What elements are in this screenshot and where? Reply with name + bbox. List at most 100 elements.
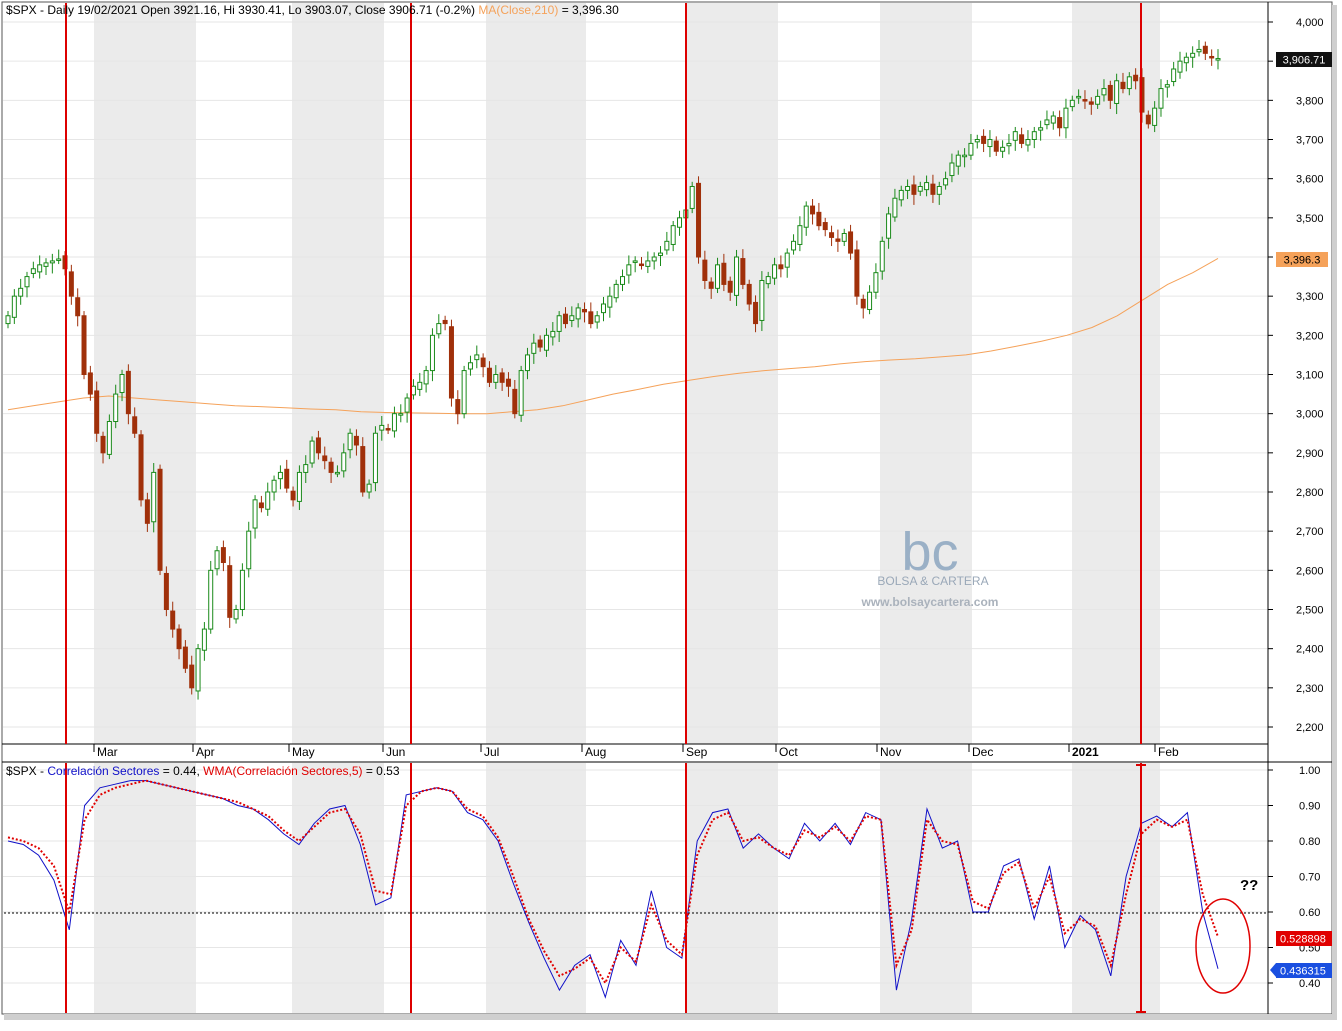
candle [892, 188, 898, 222]
candle [1164, 79, 1170, 98]
candle [455, 390, 461, 425]
candle [170, 601, 176, 638]
candle [423, 365, 429, 393]
candle [499, 368, 505, 391]
y-tick-label: 3,700 [1296, 135, 1324, 147]
candle [651, 252, 657, 270]
y-tick-label: 2,600 [1296, 565, 1324, 577]
svg-text:0.528898: 0.528898 [1280, 934, 1326, 946]
candle [1057, 110, 1063, 137]
candle [607, 286, 613, 318]
y-tick-label: 3,600 [1296, 174, 1324, 186]
candle [721, 253, 727, 292]
top-header: $SPX - Daily 19/02/2021 Open 3921.16, Hi… [6, 3, 619, 17]
candle [442, 315, 448, 331]
month-band-bottom [880, 763, 972, 1013]
candle [1209, 49, 1215, 66]
candle [962, 148, 968, 168]
candle [620, 269, 626, 292]
candle [911, 175, 917, 205]
candle [239, 563, 245, 617]
candle [930, 174, 936, 203]
candle [658, 246, 664, 267]
y-tick-label: 2,300 [1296, 683, 1324, 695]
candle [1069, 95, 1075, 112]
grid-top [3, 21, 1268, 728]
candle [1215, 49, 1221, 70]
candle [588, 302, 594, 329]
candle [905, 179, 911, 200]
candle [195, 643, 201, 700]
watermark-logo: bc [901, 522, 958, 582]
candle [898, 185, 904, 207]
candle [1107, 80, 1113, 109]
candle [1025, 130, 1031, 152]
candle [797, 216, 803, 252]
y-tick-label: 2,500 [1296, 605, 1324, 617]
candle [132, 407, 138, 438]
candle [11, 289, 17, 324]
y-tick-label: 2,800 [1296, 487, 1324, 499]
candle [626, 255, 632, 284]
candle [87, 365, 93, 401]
candle [81, 311, 87, 380]
candle [955, 150, 961, 175]
candle [49, 253, 55, 274]
candle [613, 279, 619, 303]
candle [474, 345, 480, 369]
candle [1152, 101, 1158, 133]
y-tick-label: 0.90 [1299, 801, 1320, 813]
candle [867, 285, 873, 315]
candle [75, 288, 81, 327]
svg-text:0.436315: 0.436315 [1280, 966, 1326, 978]
candle [1000, 140, 1006, 158]
candle [886, 206, 892, 249]
candle [68, 264, 74, 305]
y-tick-label: 0.60 [1299, 907, 1320, 919]
candle [943, 171, 949, 190]
candle [385, 423, 391, 435]
candle [30, 261, 36, 279]
y-tick-label: 0.70 [1299, 872, 1320, 884]
candle [1114, 73, 1120, 115]
candle [581, 302, 587, 323]
y-tick-label: 2,900 [1296, 448, 1324, 460]
watermark-name: BOLSA & CARTERA [877, 574, 988, 588]
y-tick-label: 1.00 [1299, 765, 1320, 777]
candle [664, 231, 670, 255]
candle [575, 303, 581, 328]
price-tag: 3,906.71 [1276, 52, 1332, 67]
candle [531, 333, 537, 364]
month-band-bottom [686, 763, 778, 1013]
candle [347, 428, 353, 459]
candle [677, 210, 683, 236]
candle [512, 379, 518, 419]
corr-tag: 0.436315 [1270, 963, 1332, 978]
candle [505, 372, 511, 397]
svg-text:3,906.71: 3,906.71 [1283, 55, 1326, 67]
x-tick-label: May [292, 745, 315, 759]
candle [632, 256, 638, 273]
candle [1076, 89, 1082, 104]
candle [1158, 79, 1164, 117]
y-tick-label: 3,500 [1296, 213, 1324, 225]
candle [772, 257, 778, 285]
candle [334, 465, 340, 478]
candle [1019, 127, 1025, 149]
candle [94, 381, 100, 442]
candle [341, 443, 347, 478]
candle [924, 175, 930, 197]
bottom-header: $SPX - Correlación Sectores = 0.44, WMA(… [6, 764, 400, 778]
candle [740, 249, 746, 290]
candle [1202, 41, 1208, 60]
candle [1120, 72, 1126, 94]
candle [873, 263, 879, 299]
candle [1088, 97, 1094, 115]
candle [106, 414, 112, 460]
x-tick-label: Aug [585, 745, 606, 759]
candle [1044, 110, 1050, 130]
month-band-bottom [1072, 763, 1160, 1013]
candle [1006, 134, 1012, 155]
